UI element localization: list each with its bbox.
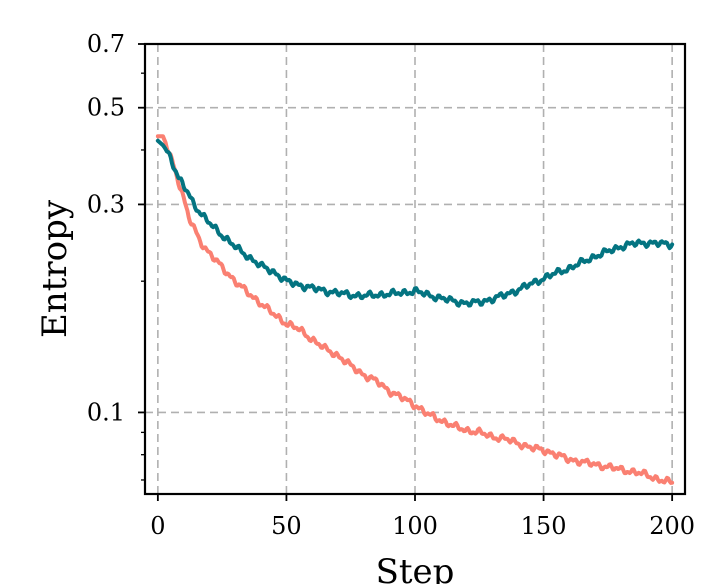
y-axis-label: Entropy [35, 199, 75, 338]
y-tick-label-0.7: 0.7 [87, 30, 125, 58]
series-line-2 [155, 138, 675, 308]
x-tick-label-50: 50 [271, 512, 302, 540]
series-layer [155, 134, 675, 485]
y-tick-label-0.3: 0.3 [87, 190, 125, 218]
y-tick-label-0.1: 0.1 [87, 398, 125, 426]
series-line-1 [155, 134, 675, 485]
tick-layer: 0 50 100 150 200 0.1 0.3 0.5 0.7 [87, 30, 695, 540]
x-tick-label-150: 150 [521, 512, 567, 540]
grid-layer [145, 43, 685, 494]
x-axis-label: Step [376, 552, 455, 584]
y-tick-label-0.5: 0.5 [87, 94, 125, 122]
x-tick-label-100: 100 [392, 512, 438, 540]
x-tick-label-200: 200 [649, 512, 695, 540]
x-tick-label-0: 0 [150, 512, 165, 540]
